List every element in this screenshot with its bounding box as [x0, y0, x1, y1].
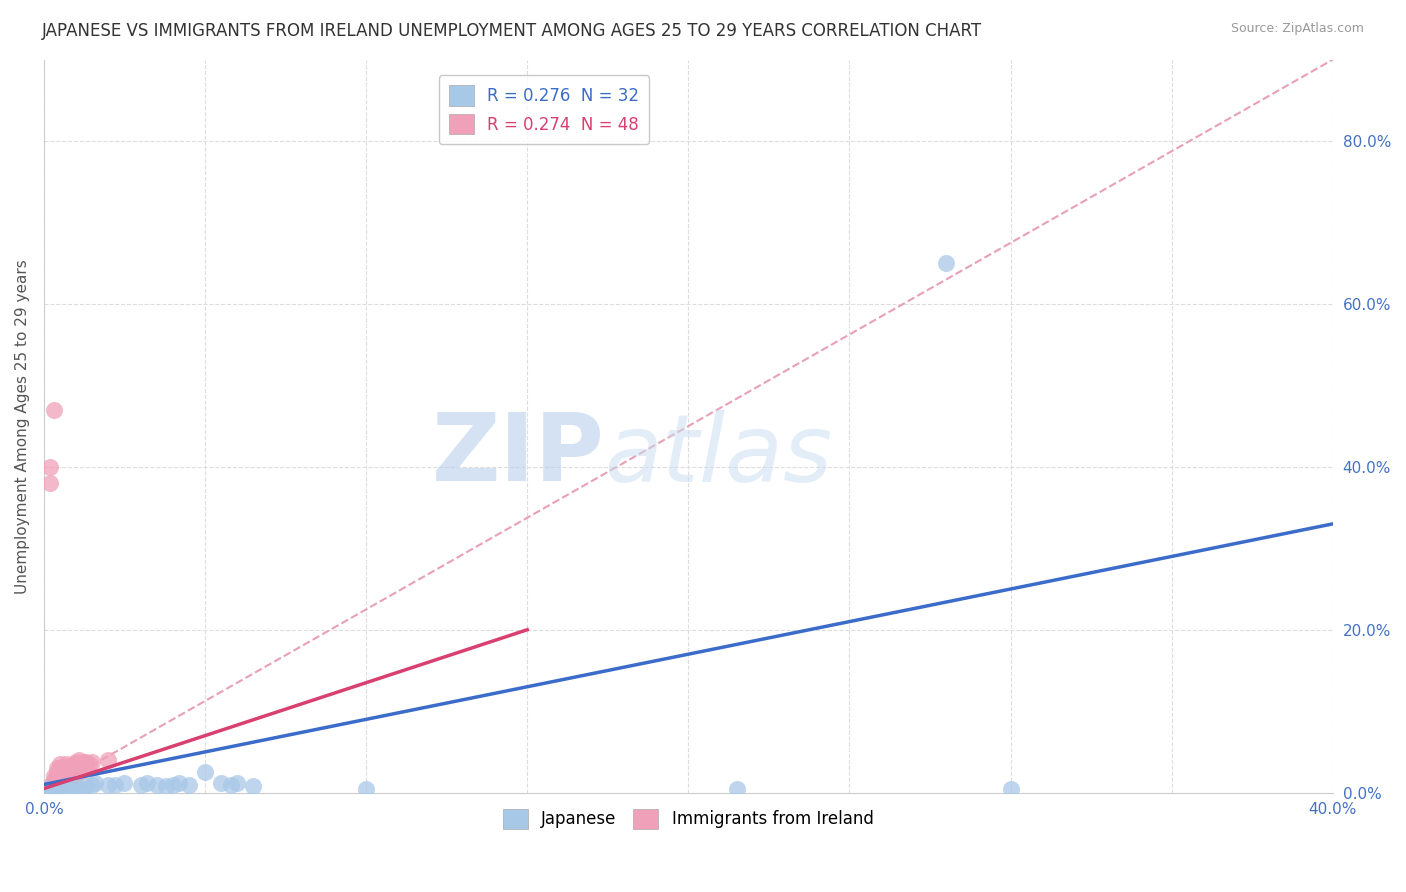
- Point: [129, 777, 152, 791]
- Point: [136, 776, 159, 790]
- Point: [42, 777, 65, 791]
- Point: [37, 783, 59, 797]
- Point: [42, 773, 65, 788]
- Point: [42, 781, 65, 796]
- Point: [65, 768, 87, 782]
- Point: [45, 771, 67, 785]
- Point: [1000, 781, 1022, 796]
- Point: [45, 765, 67, 780]
- Point: [935, 256, 957, 270]
- Point: [72, 755, 94, 769]
- Point: [162, 777, 184, 791]
- Point: [55, 769, 77, 783]
- Point: [52, 781, 75, 796]
- Point: [42, 784, 65, 798]
- Point: [52, 771, 75, 785]
- Text: Source: ZipAtlas.com: Source: ZipAtlas.com: [1230, 22, 1364, 36]
- Point: [49, 777, 72, 791]
- Point: [75, 779, 97, 793]
- Point: [226, 776, 249, 790]
- Point: [59, 780, 82, 795]
- Text: JAPANESE VS IMMIGRANTS FROM IRELAND UNEMPLOYMENT AMONG AGES 25 TO 29 YEARS CORRE: JAPANESE VS IMMIGRANTS FROM IRELAND UNEM…: [42, 22, 983, 40]
- Point: [52, 776, 75, 790]
- Point: [45, 776, 67, 790]
- Point: [39, 783, 62, 797]
- Point: [49, 783, 72, 797]
- Point: [167, 776, 190, 790]
- Text: atlas: atlas: [605, 410, 832, 501]
- Point: [97, 777, 120, 791]
- Point: [55, 773, 77, 788]
- Y-axis label: Unemployment Among Ages 25 to 29 years: Unemployment Among Ages 25 to 29 years: [15, 259, 30, 593]
- Point: [67, 753, 90, 767]
- Point: [39, 476, 62, 491]
- Point: [62, 757, 84, 772]
- Point: [42, 402, 65, 417]
- Point: [354, 781, 377, 796]
- Point: [75, 761, 97, 775]
- Point: [39, 779, 62, 793]
- Point: [55, 782, 77, 797]
- Point: [104, 777, 127, 791]
- Point: [45, 782, 67, 797]
- Point: [37, 781, 59, 796]
- Point: [82, 755, 104, 769]
- Point: [52, 759, 75, 773]
- Text: ZIP: ZIP: [432, 409, 605, 501]
- Point: [37, 781, 59, 796]
- Point: [67, 765, 90, 780]
- Point: [39, 459, 62, 474]
- Point: [49, 773, 72, 788]
- Point: [155, 779, 177, 793]
- Point: [49, 761, 72, 775]
- Point: [177, 777, 200, 791]
- Point: [72, 763, 94, 777]
- Point: [49, 757, 72, 772]
- Point: [59, 771, 82, 785]
- Point: [49, 768, 72, 782]
- Point: [67, 758, 90, 772]
- Point: [65, 780, 87, 794]
- Point: [84, 776, 107, 790]
- Point: [42, 769, 65, 783]
- Point: [59, 765, 82, 780]
- Point: [65, 755, 87, 769]
- Point: [209, 776, 232, 790]
- Point: [55, 763, 77, 777]
- Point: [45, 761, 67, 775]
- Point: [114, 776, 136, 790]
- Legend: Japanese, Immigrants from Ireland: Japanese, Immigrants from Ireland: [496, 802, 880, 836]
- Point: [725, 781, 748, 796]
- Point: [62, 763, 84, 777]
- Point: [97, 753, 120, 767]
- Point: [75, 755, 97, 769]
- Point: [45, 779, 67, 793]
- Point: [62, 769, 84, 783]
- Point: [72, 781, 94, 796]
- Point: [39, 781, 62, 796]
- Point: [59, 758, 82, 772]
- Point: [242, 779, 264, 793]
- Point: [77, 757, 100, 772]
- Point: [65, 761, 87, 775]
- Point: [55, 757, 77, 772]
- Point: [219, 777, 242, 791]
- Point: [145, 777, 167, 791]
- Point: [52, 765, 75, 780]
- Point: [194, 765, 217, 780]
- Point: [82, 777, 104, 791]
